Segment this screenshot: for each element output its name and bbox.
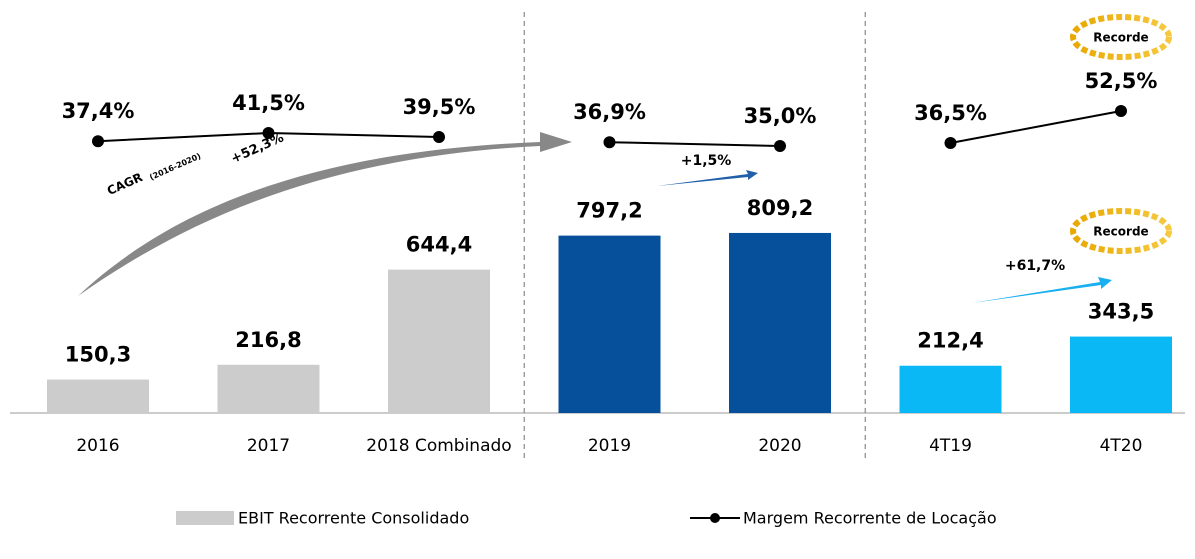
record-label: Recorde — [1093, 31, 1148, 45]
margin-point — [944, 137, 957, 149]
value-label: 36,5% — [914, 101, 987, 125]
legend-swatch — [710, 513, 720, 523]
growth-label: +1,5% — [681, 153, 732, 169]
value-label: 797,2 — [576, 199, 642, 223]
value-label: 212,4 — [917, 329, 983, 353]
margin-point — [262, 127, 275, 139]
value-label: 39,5% — [403, 95, 476, 119]
x-tick-label: 4T19 — [929, 436, 972, 456]
margin-line — [950, 110, 1122, 144]
bar — [729, 232, 831, 413]
x-tick-label: 2017 — [247, 436, 290, 456]
bar — [47, 379, 149, 413]
margin-point — [774, 140, 786, 152]
x-tick-label: 2019 — [588, 436, 631, 456]
value-label: 41,5% — [232, 91, 305, 115]
value-label: 35,0% — [744, 104, 817, 128]
margin-point — [603, 136, 616, 149]
bar — [388, 269, 490, 413]
value-label: 809,2 — [747, 196, 813, 220]
record-label: Recorde — [1093, 225, 1148, 239]
value-label: 52,5% — [1085, 69, 1158, 93]
cagr-arrow — [78, 132, 572, 296]
legend-label: Margem Recorrente de Locação — [743, 509, 997, 528]
x-tick-label: 2020 — [758, 436, 801, 456]
margin-point — [92, 135, 104, 148]
value-label: 216,8 — [235, 328, 301, 352]
growth-label: +61,7% — [1005, 258, 1065, 274]
growth-arrow — [657, 170, 758, 186]
value-label: 36,9% — [573, 100, 646, 124]
x-tick-label: 4T20 — [1100, 436, 1143, 456]
value-label: 37,4% — [62, 99, 135, 123]
cagr-label: CAGR — [105, 170, 145, 198]
margin-point — [433, 131, 445, 143]
x-tick-label: 2018 Combinado — [366, 436, 511, 456]
bar — [1070, 336, 1172, 413]
cagr-period: (2016-2020) — [148, 151, 202, 182]
value-label: 343,5 — [1088, 300, 1154, 324]
x-tick-label: 2016 — [76, 436, 119, 456]
bar — [899, 365, 1002, 413]
record-badge: Recorde — [1070, 208, 1172, 254]
margin-line — [609, 141, 781, 147]
bar — [217, 364, 320, 413]
value-label: 644,4 — [406, 233, 472, 257]
cagr-value: +52,3% — [229, 130, 286, 166]
margin-point — [1115, 105, 1127, 117]
record-badge: Recorde — [1070, 14, 1172, 60]
legend-swatch — [176, 511, 234, 525]
legend-label: EBIT Recorrente Consolidado — [238, 509, 469, 528]
value-label: 150,3 — [65, 343, 131, 367]
bar — [558, 235, 661, 413]
